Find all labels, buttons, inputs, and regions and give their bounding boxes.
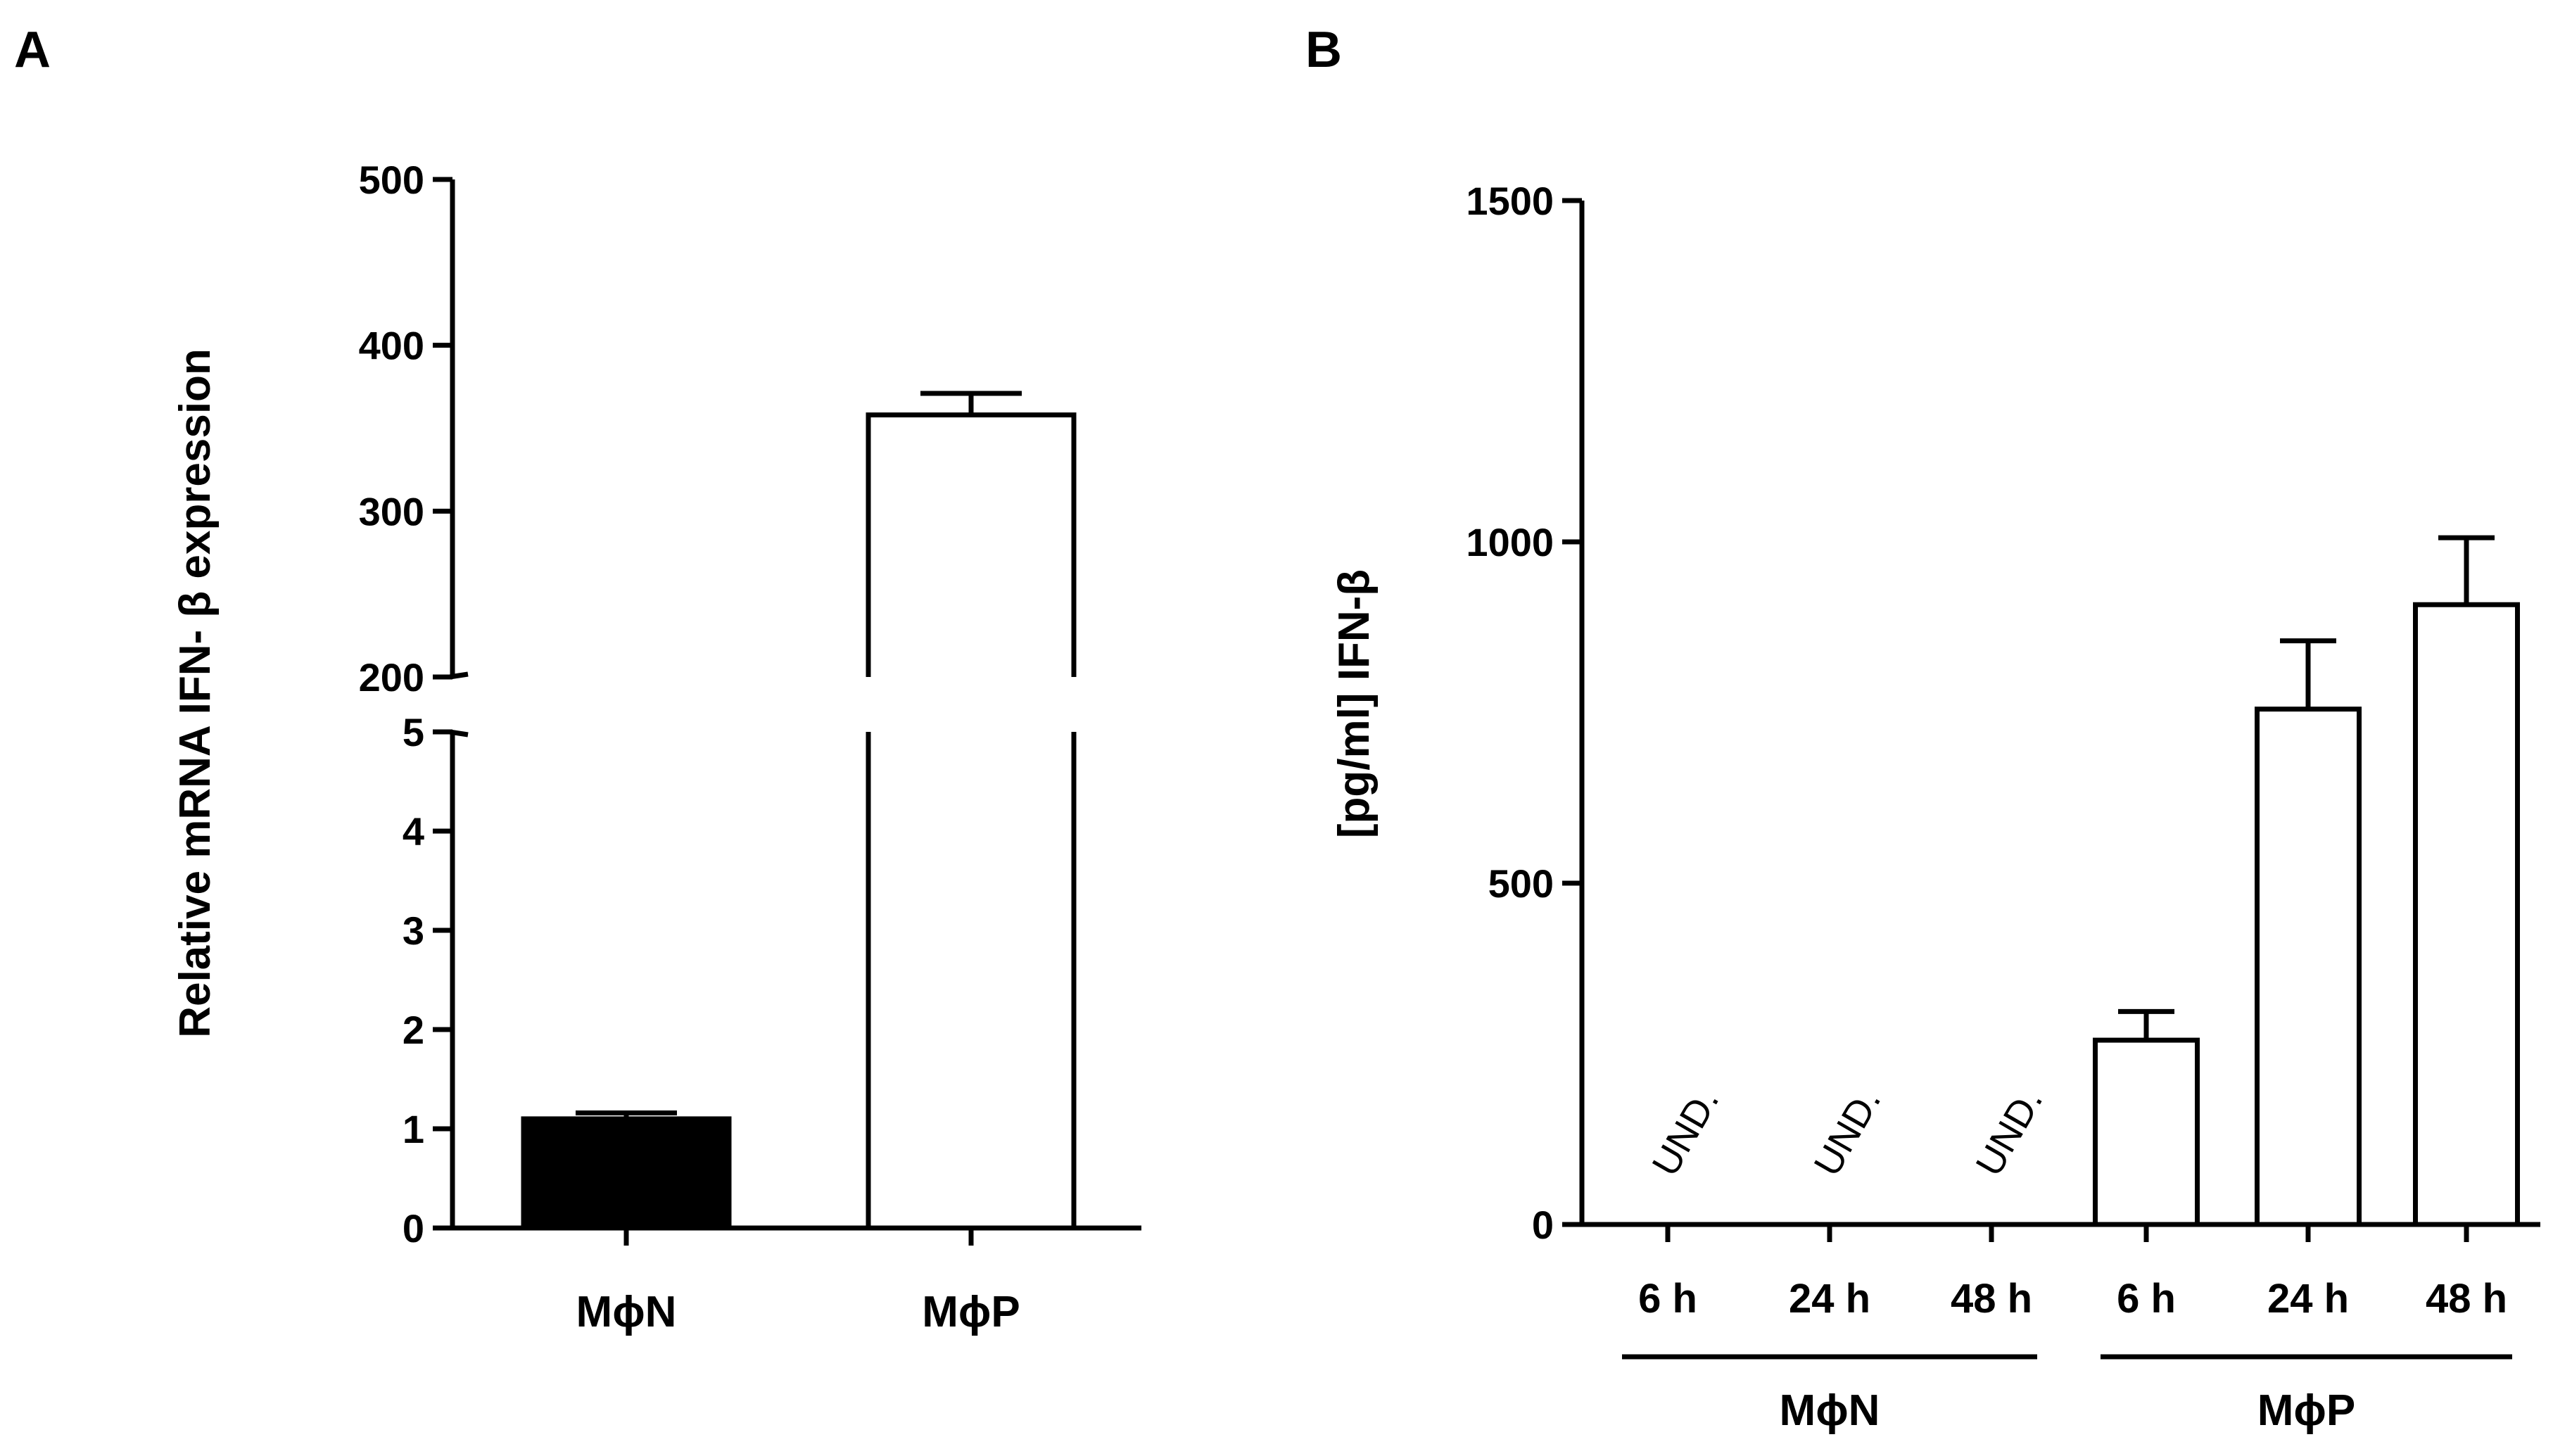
chart-a-x-tick-label: MϕP	[922, 1288, 1020, 1336]
chart-a-bar-upper-segment	[866, 412, 1077, 677]
chart-a-axis-break-mark	[449, 729, 469, 738]
chart-b-x-tick-label: 6 h	[1638, 1276, 1697, 1322]
chart-a-y-tick-label: 3	[403, 909, 424, 953]
chart-a: Relative mRNA IFN- β expression 0 1 2 3 4 5 20…	[171, 158, 1141, 1336]
chart-b-bar	[2255, 707, 2362, 1227]
chart-a-bar	[521, 1116, 732, 1231]
chart-b-bar	[2413, 602, 2520, 1227]
chart-a-y-tick-label: 300	[359, 489, 424, 533]
panel-a-label: A	[14, 22, 51, 78]
chart-b: [pg/ml] IFN-β 0 500 1000 1500 UND. 6 h UND. 24 …	[1330, 179, 2540, 1435]
chart-a-y-axis-label: Relative mRNA IFN- β expression	[171, 348, 220, 1038]
chart-b-group-label: MϕP	[2257, 1386, 2355, 1435]
chart-b-group-label: MϕN	[1780, 1386, 1880, 1435]
chart-b-x-tick-label: 48 h	[1951, 1276, 2032, 1322]
chart-a-bar-lower-segment	[866, 732, 1077, 1231]
chart-a-y-tick-label: 200	[359, 655, 424, 699]
chart-b-x-tick-label: 48 h	[2426, 1276, 2507, 1322]
chart-b-y-tick-label: 500	[1488, 861, 1554, 906]
chart-b-y-tick-label: 0	[1532, 1203, 1554, 1247]
chart-b-y-axis-label: [pg/ml] IFN-β	[1330, 569, 1379, 838]
chart-a-y-tick-label: 5	[403, 710, 424, 754]
chart-a-y-tick-label: 400	[359, 324, 424, 368]
chart-a-y-tick-label: 2	[403, 1008, 424, 1052]
chart-b-bar	[2093, 1037, 2200, 1227]
chart-b-annotation-und: UND.	[1806, 1082, 1889, 1183]
chart-a-axis-break-mark	[449, 671, 469, 680]
chart-a-y-tick-label: 1	[403, 1107, 424, 1151]
chart-a-y-tick-label: 0	[403, 1206, 424, 1251]
chart-b-y-tick-label: 1500	[1466, 179, 1554, 223]
chart-a-x-tick-label: MϕN	[576, 1288, 677, 1336]
chart-b-x-tick-label: 24 h	[1789, 1276, 1870, 1322]
panel-b-label: B	[1305, 22, 1342, 78]
chart-a-y-tick-label: 4	[403, 809, 424, 854]
chart-b-annotation-und: UND.	[1644, 1082, 1727, 1183]
chart-b-x-tick-label: 6 h	[2117, 1276, 2176, 1322]
chart-b-y-tick-label: 1000	[1466, 520, 1554, 564]
chart-a-y-tick-label: 500	[359, 158, 424, 202]
chart-b-x-tick-label: 24 h	[2267, 1276, 2349, 1322]
chart-b-annotation-und: UND.	[1968, 1082, 2051, 1183]
